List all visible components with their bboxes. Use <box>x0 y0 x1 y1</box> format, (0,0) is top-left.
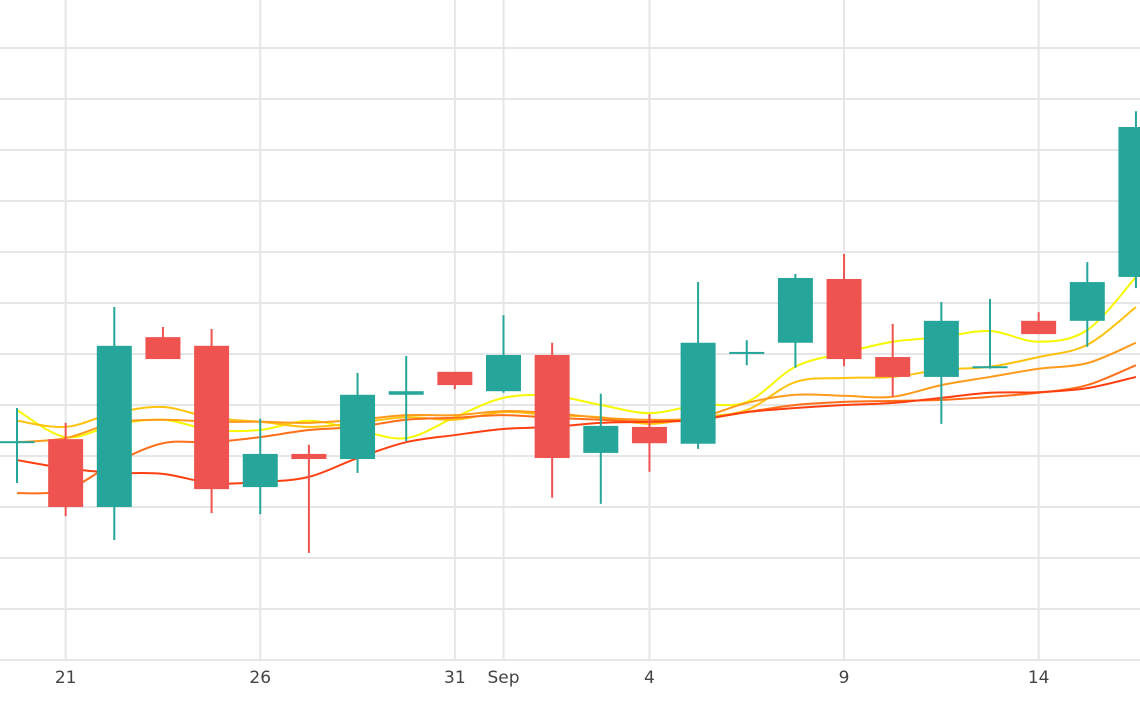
candle-decreasing <box>437 371 473 390</box>
candle-increasing <box>1118 111 1140 289</box>
candle-decreasing <box>875 323 911 397</box>
candle-increasing <box>729 340 765 366</box>
candle-increasing <box>0 408 35 484</box>
candle-decreasing <box>826 254 862 367</box>
candle-decreasing <box>534 342 570 498</box>
candle-increasing <box>972 298 1008 369</box>
candle-body <box>486 354 521 392</box>
candle-body <box>1021 320 1057 335</box>
candle-body <box>291 453 327 460</box>
candle-increasing <box>340 372 376 473</box>
candle-body <box>388 391 424 395</box>
x-tick-label: 4 <box>644 668 655 688</box>
x-tick-label: 21 <box>55 668 77 688</box>
candle-increasing <box>583 393 619 504</box>
candle-decreasing <box>194 328 230 514</box>
candle-increasing <box>96 307 132 541</box>
candle-body <box>534 354 570 459</box>
candle-body <box>437 371 473 386</box>
x-tick-label: 31 <box>444 668 466 688</box>
candle-body <box>48 439 84 507</box>
candle-body <box>145 337 181 360</box>
candle-decreasing <box>48 422 84 517</box>
moving-average-lines <box>16 276 1137 495</box>
candle-body <box>923 320 959 377</box>
x-tick-label: 9 <box>839 668 850 688</box>
candle-increasing <box>923 301 959 424</box>
candle-increasing <box>486 315 521 393</box>
moving-average-line <box>16 375 1137 485</box>
candle-body <box>777 277 813 343</box>
x-axis-ticks: 21 26 31 Sep 4 9 14 <box>55 668 1050 688</box>
candle-body <box>826 278 862 360</box>
moving-average-line <box>16 276 1137 440</box>
moving-average-line <box>16 341 1137 444</box>
candle-body <box>242 453 278 488</box>
candle-body <box>0 441 35 444</box>
moving-average-line <box>16 364 1137 495</box>
x-tick-label: Sep <box>487 668 519 688</box>
candle-body <box>583 425 619 453</box>
candles <box>0 111 1140 553</box>
candle-body <box>631 426 667 444</box>
candle-body <box>1069 282 1105 321</box>
candle-decreasing <box>291 444 327 553</box>
x-tick-label: 26 <box>249 668 271 688</box>
candle-increasing <box>1069 262 1105 347</box>
gridlines <box>0 0 1140 661</box>
candle-decreasing <box>1021 312 1057 335</box>
candle-body <box>972 366 1008 369</box>
candle-increasing <box>388 356 424 442</box>
candle-body <box>875 357 911 377</box>
candle-body <box>729 351 765 354</box>
candle-body <box>1118 127 1140 277</box>
x-tick-label: 14 <box>1028 668 1050 688</box>
candle-increasing <box>680 282 716 449</box>
candle-decreasing <box>145 326 181 360</box>
candle-body <box>194 345 230 490</box>
candle-increasing <box>242 418 278 515</box>
candle-body <box>680 342 716 444</box>
candle-body <box>340 394 376 460</box>
candle-increasing <box>777 273 813 368</box>
moving-average-line <box>16 306 1137 429</box>
candle-body <box>96 345 132 507</box>
candle-decreasing <box>631 414 667 472</box>
